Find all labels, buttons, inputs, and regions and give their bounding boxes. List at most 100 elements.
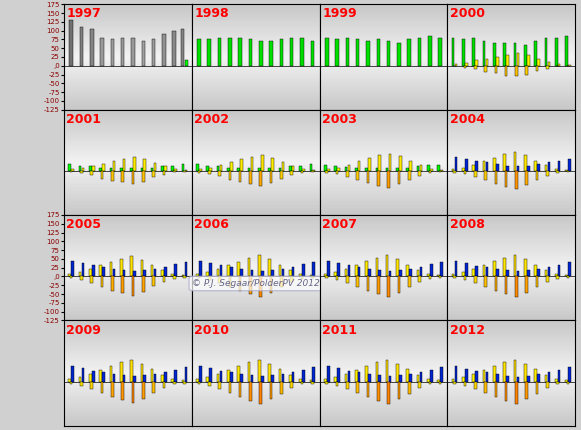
Bar (208, 276, 210, 280)
Bar (207, 40, 211, 66)
Bar (192, 99, 320, 101)
Bar (320, 287, 447, 289)
Bar (261, 155, 264, 171)
Bar (64, 183, 192, 185)
Bar (64, 40, 192, 42)
Bar (320, 373, 447, 375)
Bar (544, 375, 547, 382)
Bar (261, 376, 264, 382)
Bar (320, 122, 447, 124)
Bar (192, 331, 320, 333)
Bar (447, 80, 575, 82)
Bar (280, 276, 283, 287)
Bar (192, 314, 320, 316)
Bar (447, 291, 575, 293)
Bar (320, 264, 447, 266)
Bar (292, 166, 295, 171)
Bar (250, 375, 253, 382)
Bar (192, 135, 320, 137)
Bar (524, 155, 526, 171)
Bar (173, 276, 175, 279)
Bar (64, 105, 192, 108)
Bar (64, 221, 192, 224)
Bar (192, 137, 320, 139)
Bar (447, 133, 575, 135)
Bar (365, 366, 368, 382)
Bar (536, 66, 539, 71)
Bar (192, 333, 320, 335)
Bar (419, 267, 422, 276)
Bar (110, 40, 114, 66)
Bar (64, 13, 192, 15)
Bar (64, 217, 192, 219)
Text: 2007: 2007 (322, 218, 357, 231)
Bar (282, 162, 284, 171)
Bar (447, 362, 575, 365)
Bar (447, 175, 575, 177)
Bar (399, 270, 401, 276)
Bar (249, 382, 252, 401)
Bar (336, 171, 338, 174)
Bar (199, 169, 202, 171)
Bar (151, 168, 153, 171)
Bar (192, 91, 320, 93)
Bar (527, 376, 529, 382)
Bar (439, 382, 442, 384)
Bar (64, 253, 192, 255)
Bar (347, 371, 350, 382)
Bar (447, 356, 575, 358)
Bar (270, 171, 272, 183)
Bar (206, 166, 209, 171)
Bar (486, 372, 488, 382)
Bar (408, 171, 411, 180)
Bar (566, 171, 569, 172)
Bar (447, 373, 575, 375)
Bar (198, 382, 200, 384)
Bar (192, 352, 320, 354)
Bar (192, 251, 320, 253)
Bar (192, 339, 320, 341)
Bar (64, 139, 192, 141)
Bar (64, 283, 192, 285)
Bar (181, 29, 184, 66)
Bar (378, 155, 381, 171)
Bar (192, 139, 320, 141)
Bar (120, 362, 123, 382)
Bar (427, 166, 430, 171)
Bar (447, 417, 575, 419)
Bar (192, 76, 320, 78)
Bar (437, 275, 440, 276)
Bar (64, 291, 192, 293)
Bar (289, 166, 292, 171)
Bar (206, 377, 209, 382)
Bar (337, 263, 340, 276)
Bar (447, 335, 575, 337)
Bar (447, 13, 575, 15)
Bar (64, 49, 192, 51)
Bar (447, 301, 575, 304)
Bar (249, 40, 252, 66)
Bar (228, 38, 232, 66)
Bar (447, 337, 575, 339)
Bar (324, 379, 327, 382)
Bar (192, 335, 320, 337)
Bar (173, 171, 175, 172)
Bar (447, 181, 575, 183)
Bar (568, 64, 571, 66)
Bar (227, 168, 229, 171)
Bar (367, 171, 370, 183)
Bar (355, 168, 357, 171)
Bar (192, 350, 320, 352)
Bar (320, 375, 447, 377)
Bar (447, 143, 575, 145)
Bar (447, 297, 575, 299)
Bar (345, 270, 347, 276)
Bar (64, 97, 192, 99)
Bar (192, 392, 320, 394)
Bar (418, 276, 421, 282)
Bar (447, 78, 575, 80)
Bar (515, 276, 518, 297)
Bar (64, 350, 192, 352)
Bar (192, 171, 320, 173)
Bar (64, 405, 192, 407)
